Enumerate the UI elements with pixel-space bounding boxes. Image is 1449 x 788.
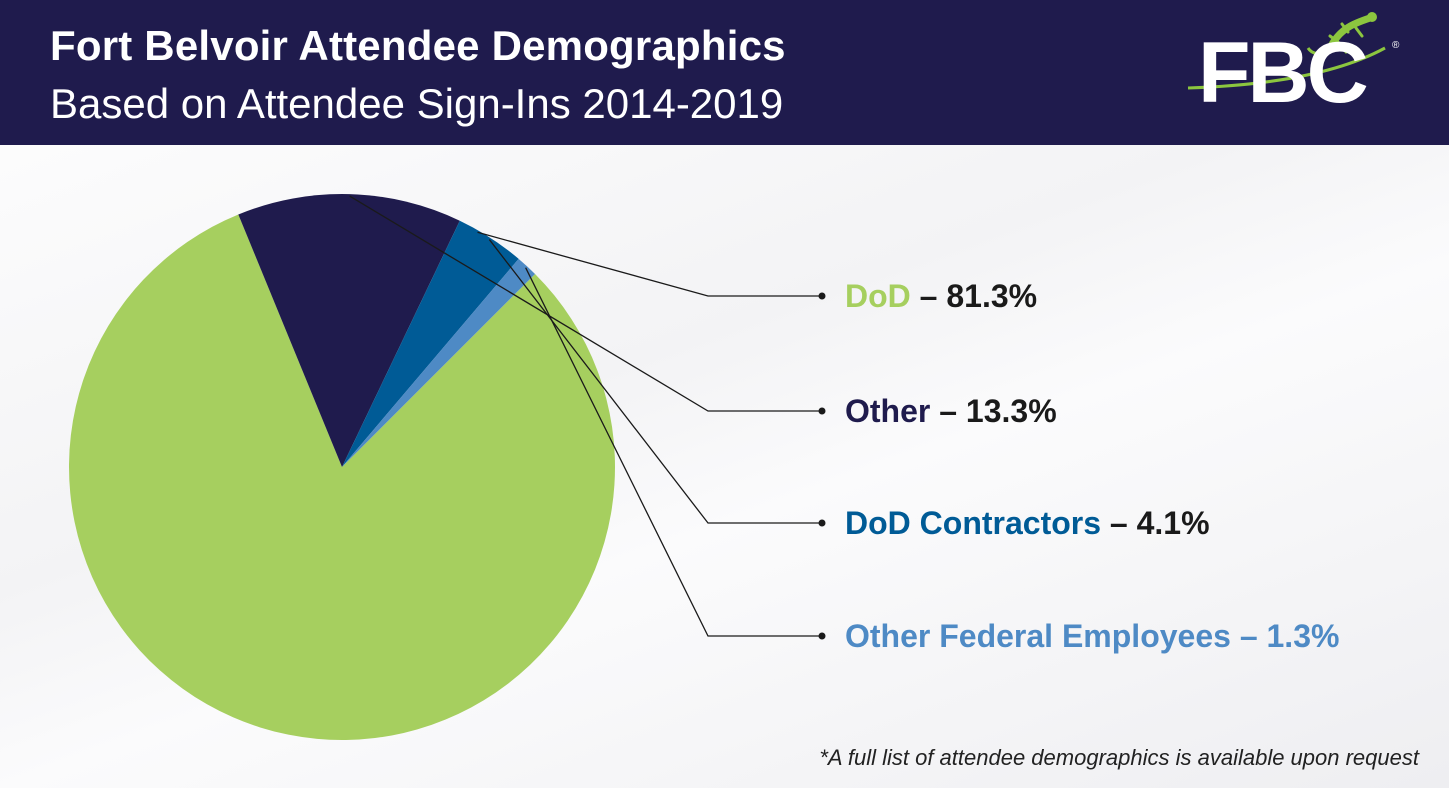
leader-dot xyxy=(818,407,826,415)
page-title: Fort Belvoir Attendee Demographics xyxy=(50,22,786,69)
registered-mark: ® xyxy=(1392,40,1400,51)
slice-label-value: – 13.3% xyxy=(939,393,1057,429)
page-subtitle: Based on Attendee Sign-Ins 2014-2019 xyxy=(50,80,784,127)
pie-slice-other-federal-employees xyxy=(342,258,536,467)
slice-label-value: – 4.1% xyxy=(1109,505,1210,541)
pie-slice-dod xyxy=(69,214,615,740)
fbc-logo: FBC ® xyxy=(1180,8,1415,133)
logo-text: FBC xyxy=(1198,25,1369,121)
slice-label-name: DoD xyxy=(845,278,911,314)
leader-line xyxy=(525,267,822,637)
footnote: *A full list of attendee demographics is… xyxy=(819,745,1419,770)
leader-line xyxy=(477,231,822,297)
slice-label-name: Other xyxy=(845,393,931,429)
slice-label: Other – 13.3% xyxy=(845,395,1057,427)
slice-label-name: Other Federal Employees xyxy=(845,618,1231,654)
pie-slice-dod-contractors xyxy=(342,220,519,467)
slice-label-value: – 81.3% xyxy=(919,278,1038,314)
slice-label: DoD – 81.3% xyxy=(845,280,1037,312)
slice-label: DoD Contractors – 4.1% xyxy=(845,507,1210,539)
pie-chart xyxy=(69,194,826,740)
leader-line xyxy=(349,195,822,412)
leader-line xyxy=(488,239,822,524)
slice-label-name: DoD Contractors xyxy=(845,505,1102,541)
gecko-swoosh-icon xyxy=(1187,12,1386,90)
leader-dot xyxy=(818,519,826,527)
header-banner: Fort Belvoir Attendee Demographics Based… xyxy=(0,0,1449,145)
pie-slice-other xyxy=(238,194,460,468)
leader-dot xyxy=(818,632,826,640)
slice-label: Other Federal Employees – 1.3% xyxy=(845,620,1339,652)
leader-dot xyxy=(818,292,826,300)
slice-label-value: – 1.3% xyxy=(1239,618,1340,654)
